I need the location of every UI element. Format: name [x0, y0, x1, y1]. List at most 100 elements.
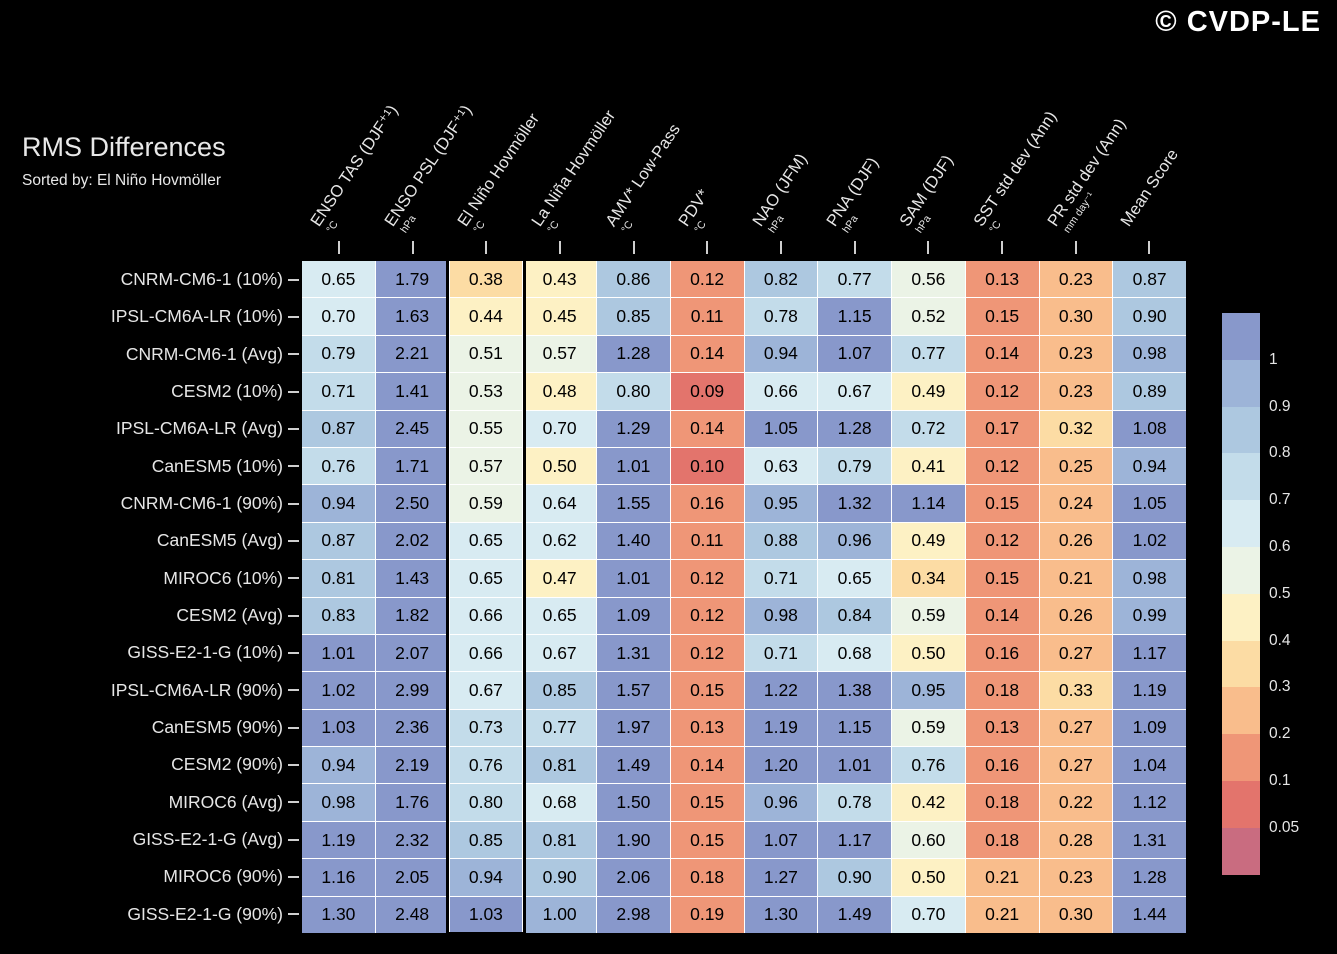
matrix-cell: 0.76 — [892, 747, 965, 784]
matrix-cell: 0.76 — [302, 447, 375, 485]
row: CNRM-CM6-1 (90%) — [0, 485, 299, 522]
matrix-cell: 1.63 — [375, 298, 449, 335]
matrix-cell: 0.14 — [965, 597, 1039, 634]
row: GISS-E2-1-G (10%) — [0, 634, 299, 671]
matrix-cell: 1.41 — [375, 373, 449, 410]
matrix-cell: 1.02 — [302, 672, 375, 709]
row: CNRM-CM6-1 (Avg) — [0, 336, 299, 373]
column-header: NAO (JFM) hPa — [749, 151, 821, 237]
matrix-cell: 2.48 — [375, 896, 449, 933]
column-header: PNA (DJF) hPa — [823, 154, 893, 237]
matrix-cell: 1.01 — [597, 447, 670, 485]
column-header-unit: hPa — [913, 213, 934, 236]
matrix-cell: 2.02 — [375, 522, 449, 560]
matrix-cell: 1.50 — [597, 784, 670, 821]
matrix-cell: 0.65 — [523, 597, 596, 634]
matrix-cell: 0.80 — [449, 784, 523, 821]
row-tick — [288, 913, 299, 916]
matrix-cell: 0.45 — [523, 298, 596, 335]
matrix-cell: 0.28 — [1039, 821, 1113, 859]
row: CanESM5 (Avg) — [0, 522, 299, 559]
title-block: RMS Differences Sorted by: El Niño Hovmö… — [22, 132, 226, 190]
matrix-cell: 0.98 — [1113, 335, 1186, 373]
chart-title: RMS Differences — [22, 132, 226, 162]
column-header-label: ENSO TAS (DJF⁺¹) — [307, 101, 402, 230]
matrix-cell: 0.78 — [744, 298, 818, 335]
column-header-label: La Niña Hovmöller — [528, 107, 619, 230]
matrix-cell: 0.24 — [1039, 485, 1113, 522]
matrix-cell: 0.71 — [744, 634, 818, 672]
matrix-cell: 0.33 — [1039, 672, 1113, 709]
matrix-cell: 0.77 — [818, 261, 891, 298]
matrix-cell: 1.55 — [597, 485, 670, 522]
matrix-cell: 1.28 — [597, 335, 670, 373]
colorbar-segment — [1222, 640, 1260, 688]
row-tick — [288, 390, 299, 393]
row-label: CESM2 (90%) — [171, 754, 283, 775]
column-tick — [411, 241, 414, 254]
column-tick — [779, 241, 782, 254]
matrix-cell: 0.12 — [965, 447, 1039, 485]
colorbar-segment — [1222, 500, 1260, 547]
row: IPSL-CM6A-LR (10%) — [0, 298, 299, 335]
matrix-cell: 0.18 — [965, 672, 1039, 709]
row-label: CanESM5 (Avg) — [156, 530, 283, 551]
matrix-cell: 0.68 — [523, 784, 596, 821]
column-header: AMV* Low-Pass °C — [602, 121, 694, 237]
colorbar-segment — [1222, 687, 1260, 735]
matrix-cell: 0.81 — [523, 747, 596, 784]
matrix-cell: 0.15 — [670, 784, 744, 821]
matrix-cell: 0.11 — [670, 522, 744, 560]
matrix-cell: 1.40 — [597, 522, 670, 560]
matrix-cell: 1.05 — [744, 410, 818, 447]
row-label: GISS-E2-1-G (10%) — [127, 642, 283, 663]
colorbar-tick-label: 0.7 — [1269, 491, 1291, 509]
matrix-cell: 0.49 — [892, 373, 965, 410]
chart-subtitle: Sorted by: El Niño Hovmöller — [22, 172, 221, 189]
column-header: PR std dev (Ann) mm day⁻¹ — [1044, 116, 1140, 237]
colorbar-tick-label: 0.8 — [1269, 444, 1291, 462]
matrix-cell: 0.42 — [892, 784, 965, 821]
matrix-cell: 0.14 — [965, 335, 1039, 373]
matrix-cell: 0.21 — [965, 859, 1039, 896]
matrix-cell: 0.49 — [892, 522, 965, 560]
matrix-cell: 0.79 — [302, 335, 375, 373]
matrix-cell: 1.01 — [302, 634, 375, 672]
colorbar-segment — [1222, 827, 1260, 875]
matrix-cell: 0.10 — [670, 447, 744, 485]
matrix-cell: 0.94 — [302, 485, 375, 522]
colorbar-segment — [1222, 546, 1260, 594]
matrix-cell: 0.59 — [892, 597, 965, 634]
matrix-cell: 1.29 — [597, 410, 670, 447]
matrix-cell: 0.13 — [670, 709, 744, 747]
column-header: ENSO TAS (DJF⁺¹) °C — [307, 102, 412, 237]
matrix-cell: 0.77 — [523, 709, 596, 747]
column-header: La Niña Hovmöller °C — [528, 107, 630, 237]
matrix-cell: 2.36 — [375, 709, 449, 747]
matrix-cell: 2.99 — [375, 672, 449, 709]
row: CanESM5 (10%) — [0, 448, 299, 485]
row: CESM2 (90%) — [0, 746, 299, 783]
row-label: CESM2 (Avg) — [176, 605, 283, 626]
matrix-cell: 1.90 — [597, 821, 670, 859]
matrix-cell: 0.16 — [670, 485, 744, 522]
matrix-cell: 0.52 — [892, 298, 965, 335]
matrix-cell: 0.86 — [597, 261, 670, 298]
colorbar-tick-label: 0.9 — [1269, 397, 1291, 415]
matrix-cell: 1.28 — [818, 410, 891, 447]
row: IPSL-CM6A-LR (90%) — [0, 672, 299, 709]
matrix-cell: 0.98 — [302, 784, 375, 821]
matrix-cell: 0.89 — [1113, 373, 1186, 410]
matrix-cell: 1.30 — [302, 896, 375, 933]
column-tick — [558, 241, 561, 254]
colorbar: 1 0.9 0.8 0.7 0.6 0.5 0.4 0.3 0.2 0.1 0.05 — [1222, 313, 1337, 875]
matrix-cell: 0.87 — [302, 410, 375, 447]
colorbar-tick-label: 0.4 — [1269, 631, 1291, 649]
matrix-cell: 1.76 — [375, 784, 449, 821]
matrix-cell: 0.60 — [892, 821, 965, 859]
matrix-cell: 0.63 — [744, 447, 818, 485]
matrix-cell: 0.50 — [892, 859, 965, 896]
row-label: MIROC6 (10%) — [163, 567, 283, 588]
row-tick — [288, 427, 299, 430]
